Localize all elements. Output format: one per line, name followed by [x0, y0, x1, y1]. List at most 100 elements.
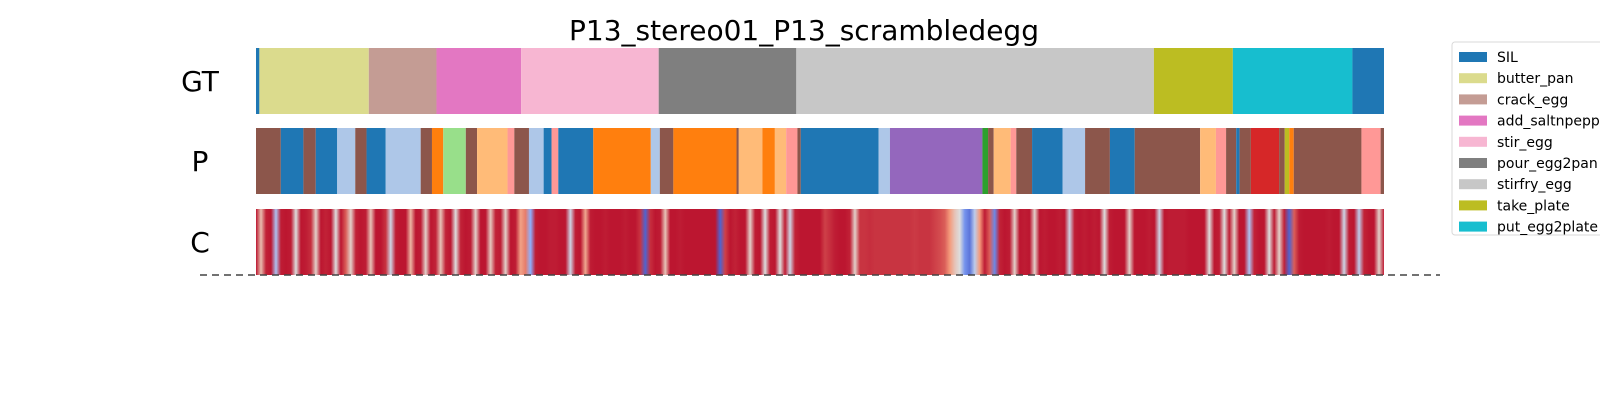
segment-p-47: [1250, 128, 1280, 194]
segment-p-38: [1062, 128, 1086, 194]
legend-swatch: [1459, 73, 1487, 84]
legend-item-stirfry_egg: stirfry_egg: [1459, 177, 1572, 193]
segment-gt-6: [796, 48, 1154, 114]
segment-p-1: [280, 128, 304, 194]
segment-p-21: [659, 128, 674, 194]
segment-p-30: [878, 128, 890, 194]
segment-p-13: [507, 128, 515, 194]
legend: SIL butter_pan crack_egg add_saltnpeppersti…: [1451, 41, 1600, 236]
segment-p-34: [993, 128, 1011, 194]
segment-p-4: [337, 128, 356, 194]
segment-p-32: [982, 128, 989, 194]
legend-item-add_saltnpepper: add_saltnpepper: [1459, 114, 1600, 130]
segment-p-37: [1032, 128, 1063, 194]
legend-label: pour_egg2pan: [1497, 156, 1598, 172]
segment-p-23: [736, 128, 739, 194]
segment-gt-0: [256, 48, 260, 114]
segment-p-10: [443, 128, 466, 194]
legend-item-butter_pan: butter_pan: [1459, 71, 1573, 87]
segment-gt-8: [1232, 48, 1353, 114]
row-label-gt: GT: [181, 65, 220, 98]
segment-p-5: [355, 128, 367, 194]
segment-gt-5: [658, 48, 797, 114]
row-p: P: [192, 128, 1384, 194]
segment-p-48: [1279, 128, 1285, 194]
legend-swatch: [1459, 136, 1487, 147]
segment-p-41: [1134, 128, 1201, 194]
segment-p-43: [1215, 128, 1227, 194]
legend-item-pour_egg2pan: pour_egg2pan: [1459, 156, 1598, 172]
legend-swatch: [1459, 221, 1487, 232]
segment-gt-1: [259, 48, 369, 114]
segment-p-0: [256, 128, 281, 194]
legend-label: add_saltnpepper: [1497, 114, 1600, 130]
segment-p-18: [558, 128, 594, 194]
segment-gt-7: [1153, 48, 1233, 114]
segment-p-7: [385, 128, 421, 194]
segment-p-2: [303, 128, 316, 194]
segment-p-51: [1293, 128, 1362, 194]
row-c: C: [190, 209, 1384, 275]
segment-p-40: [1109, 128, 1135, 194]
segmentation-rows: GT P C: [181, 48, 1384, 275]
segment-p-8: [420, 128, 432, 194]
legend-label: put_egg2plate: [1497, 220, 1598, 236]
segment-p-11: [465, 128, 478, 194]
legend-item-SIL: SIL: [1459, 50, 1518, 66]
legend-items: SIL butter_pan crack_egg add_saltnpeppersti…: [1459, 50, 1600, 236]
segment-p-28: [797, 128, 801, 194]
legend-swatch: [1459, 200, 1487, 211]
legend-label: take_plate: [1497, 198, 1570, 214]
segment-p-25: [762, 128, 775, 194]
row-label-p: P: [192, 145, 209, 178]
segment-gt-2: [368, 48, 437, 114]
segment-p-9: [431, 128, 444, 194]
segment-p-31: [889, 128, 983, 194]
legend-label: butter_pan: [1497, 71, 1573, 87]
segment-p-36: [1016, 128, 1033, 194]
segment-p-52: [1361, 128, 1381, 194]
segment-p-50: [1289, 128, 1294, 194]
segment-gt-3: [436, 48, 522, 114]
segment-p-42: [1200, 128, 1216, 194]
segment-p-20: [650, 128, 660, 194]
segment-p-44: [1226, 128, 1237, 194]
segment-p-27: [786, 128, 798, 194]
segment-p-3: [315, 128, 338, 194]
legend-frame: [1451, 41, 1600, 236]
legend-label: crack_egg: [1497, 92, 1568, 108]
segment-p-39: [1085, 128, 1110, 194]
segment-gt-9: [1352, 48, 1384, 114]
segment-p-22: [673, 128, 737, 194]
segment-p-33: [988, 128, 994, 194]
legend-swatch: [1459, 158, 1487, 168]
segment-p-14: [514, 128, 529, 194]
legend-label: stirfry_egg: [1497, 177, 1572, 193]
legend-swatch: [1459, 94, 1487, 105]
confidence-strip: [256, 209, 1384, 275]
segment-p-35: [1010, 128, 1017, 194]
segment-p-26: [774, 128, 787, 194]
legend-item-take_plate: take_plate: [1459, 198, 1570, 214]
chart-title: P13_stereo01_P13_scrambledegg: [569, 14, 1039, 47]
segment-p-6: [366, 128, 386, 194]
segment-p-12: [477, 128, 508, 194]
segment-p-29: [800, 128, 879, 194]
segment-p-15: [528, 128, 544, 194]
legend-swatch: [1459, 52, 1487, 62]
legend-swatch: [1459, 179, 1487, 190]
segment-p-49: [1284, 128, 1290, 194]
legend-swatch: [1459, 115, 1487, 126]
segment-p-45: [1236, 128, 1240, 194]
row-label-c: C: [190, 226, 210, 259]
segment-p-19: [593, 128, 651, 194]
legend-item-put_egg2plate: put_egg2plate: [1459, 220, 1598, 236]
legend-item-crack_egg: crack_egg: [1459, 92, 1568, 108]
segment-p-46: [1239, 128, 1251, 194]
row-gt: GT: [181, 48, 1384, 114]
legend-label: SIL: [1497, 50, 1518, 66]
segment-p-53: [1380, 128, 1384, 194]
legend-label: stir_egg: [1497, 135, 1553, 151]
segment-p-16: [543, 128, 552, 194]
